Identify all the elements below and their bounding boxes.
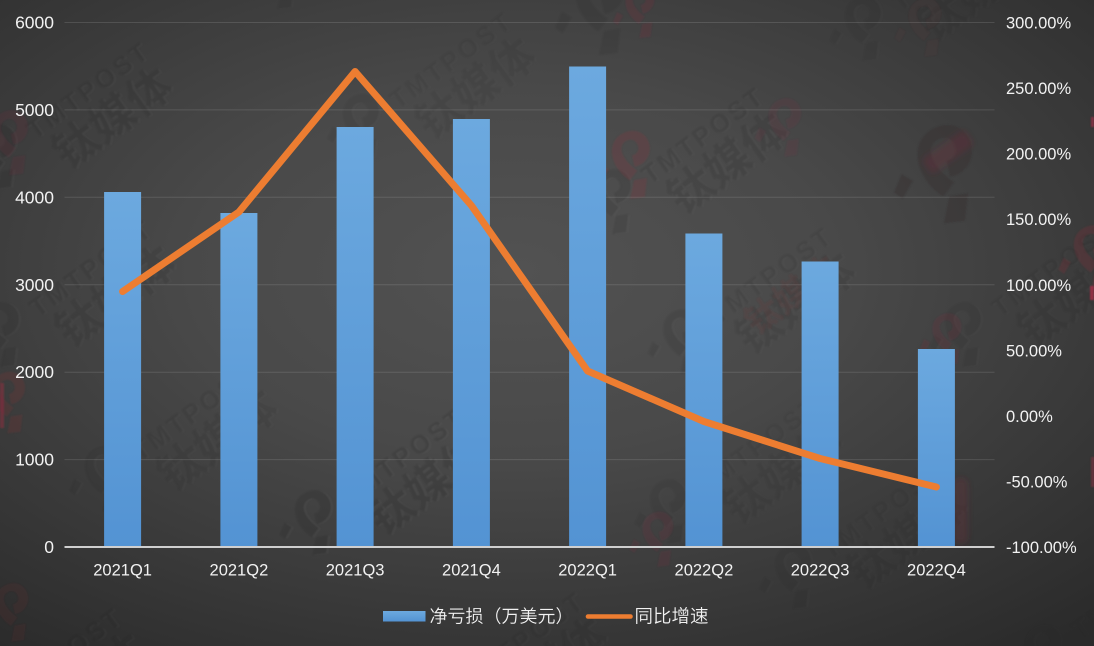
svg-text:2021Q4: 2021Q4	[442, 562, 501, 580]
svg-text:1000: 1000	[15, 450, 54, 470]
svg-text:2021Q3: 2021Q3	[326, 562, 385, 580]
svg-text:2021Q2: 2021Q2	[210, 562, 269, 580]
svg-text:2022Q2: 2022Q2	[675, 562, 734, 580]
svg-text:2022Q4: 2022Q4	[907, 562, 966, 580]
svg-text:300.00%: 300.00%	[1006, 15, 1071, 33]
svg-text:2022Q1: 2022Q1	[558, 562, 617, 580]
svg-text:-100.00%: -100.00%	[1006, 539, 1077, 557]
svg-text:3000: 3000	[15, 275, 54, 295]
svg-text:-50.00%: -50.00%	[1006, 473, 1068, 491]
svg-text:200.00%: 200.00%	[1006, 146, 1071, 164]
svg-text:5000: 5000	[15, 100, 54, 120]
svg-text:2021Q1: 2021Q1	[93, 562, 152, 580]
svg-text:6000: 6000	[15, 13, 54, 33]
svg-text:4000: 4000	[15, 187, 54, 207]
svg-text:250.00%: 250.00%	[1006, 80, 1071, 98]
svg-text:2022Q3: 2022Q3	[791, 562, 850, 580]
svg-text:2000: 2000	[15, 362, 54, 382]
svg-text:0: 0	[44, 537, 54, 557]
svg-text:50.00%: 50.00%	[1006, 342, 1062, 360]
svg-text:150.00%: 150.00%	[1006, 211, 1071, 229]
svg-text:100.00%: 100.00%	[1006, 277, 1071, 295]
svg-text:0.00%: 0.00%	[1006, 408, 1053, 426]
